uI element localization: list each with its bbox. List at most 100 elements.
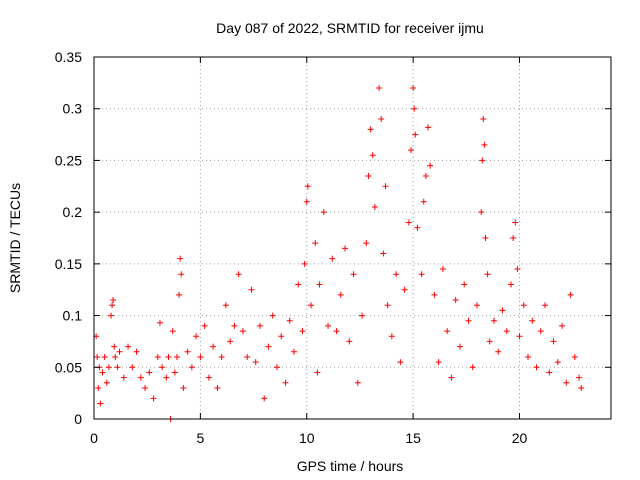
data-point (261, 395, 268, 402)
data-point (299, 328, 306, 335)
x-tick-label: 15 (405, 430, 421, 446)
data-point (94, 353, 101, 360)
data-point (578, 384, 585, 391)
data-point (265, 343, 272, 350)
data-point (154, 353, 161, 360)
data-point (480, 116, 487, 123)
data-point (508, 281, 515, 288)
data-point (112, 353, 119, 360)
data-point (176, 291, 183, 298)
data-point (371, 203, 378, 210)
data-point (533, 364, 540, 371)
x-tick-label: 10 (299, 430, 315, 446)
data-point (308, 302, 315, 309)
data-point (542, 302, 549, 309)
data-point (397, 359, 404, 366)
y-tick-label: 0.15 (55, 256, 82, 272)
data-point (184, 348, 191, 355)
data-point (312, 240, 319, 247)
data-point (486, 338, 493, 345)
data-point (365, 172, 372, 179)
data-point (286, 317, 293, 324)
data-point (116, 348, 123, 355)
data-point (205, 374, 212, 381)
data-point (101, 353, 108, 360)
data-point (559, 322, 566, 329)
data-point (388, 333, 395, 340)
data-point (163, 374, 170, 381)
data-point (295, 281, 302, 288)
data-point (256, 322, 263, 329)
data-point (304, 183, 311, 190)
data-point (244, 353, 251, 360)
data-point (133, 348, 140, 355)
data-point (114, 364, 121, 371)
data-point (314, 369, 321, 376)
data-point (248, 286, 255, 293)
data-point (235, 271, 242, 278)
data-point (484, 271, 491, 278)
data-point (461, 281, 468, 288)
data-point (529, 317, 536, 324)
data-point (109, 302, 116, 309)
data-point (525, 353, 532, 360)
data-point (520, 302, 527, 309)
data-point (448, 374, 455, 381)
data-point (550, 338, 557, 345)
data-point (567, 291, 574, 298)
data-point (354, 379, 361, 386)
chart-title: Day 087 of 2022, SRMTID for receiver ijm… (216, 20, 484, 36)
x-tick-label: 5 (196, 430, 204, 446)
data-point (178, 271, 185, 278)
data-point (503, 328, 510, 335)
data-point (435, 359, 442, 366)
data-point (479, 157, 486, 164)
data-point (111, 343, 118, 350)
data-point (150, 395, 157, 402)
data-point (490, 317, 497, 324)
data-point (405, 219, 412, 226)
data-point (95, 384, 102, 391)
y-tick-label: 0.3 (63, 101, 83, 117)
data-point (169, 328, 176, 335)
data-point (282, 379, 289, 386)
data-point (410, 85, 417, 92)
data-point (252, 359, 259, 366)
data-point (129, 364, 136, 371)
data-point (546, 369, 553, 376)
data-point (418, 271, 425, 278)
data-point (367, 126, 374, 133)
data-point (165, 353, 172, 360)
data-point (481, 141, 488, 148)
data-point (99, 369, 106, 376)
data-point (414, 224, 421, 231)
data-point (412, 131, 419, 138)
data-point (510, 235, 517, 241)
data-point (554, 359, 561, 366)
data-point (411, 105, 418, 112)
x-axis-label: GPS time / hours (297, 458, 404, 474)
data-point (103, 379, 110, 386)
data-point (342, 245, 349, 252)
data-point (439, 266, 446, 273)
data-point (427, 162, 434, 169)
y-tick-label: 0 (74, 411, 82, 427)
data-point (316, 281, 323, 288)
data-point (333, 328, 340, 335)
y-tick-label: 0.1 (63, 308, 83, 324)
data-point (378, 116, 385, 123)
data-point (303, 198, 310, 205)
data-point (452, 297, 459, 304)
y-tick-label: 0.2 (63, 204, 83, 220)
data-point (473, 302, 480, 309)
data-point (188, 364, 195, 371)
data-point (495, 348, 502, 355)
data-point (278, 333, 285, 340)
grid-lines (94, 57, 611, 419)
data-point (214, 384, 221, 391)
data-point (482, 235, 489, 241)
data-point (363, 240, 370, 247)
data-point (382, 183, 389, 190)
data-point (431, 291, 438, 298)
